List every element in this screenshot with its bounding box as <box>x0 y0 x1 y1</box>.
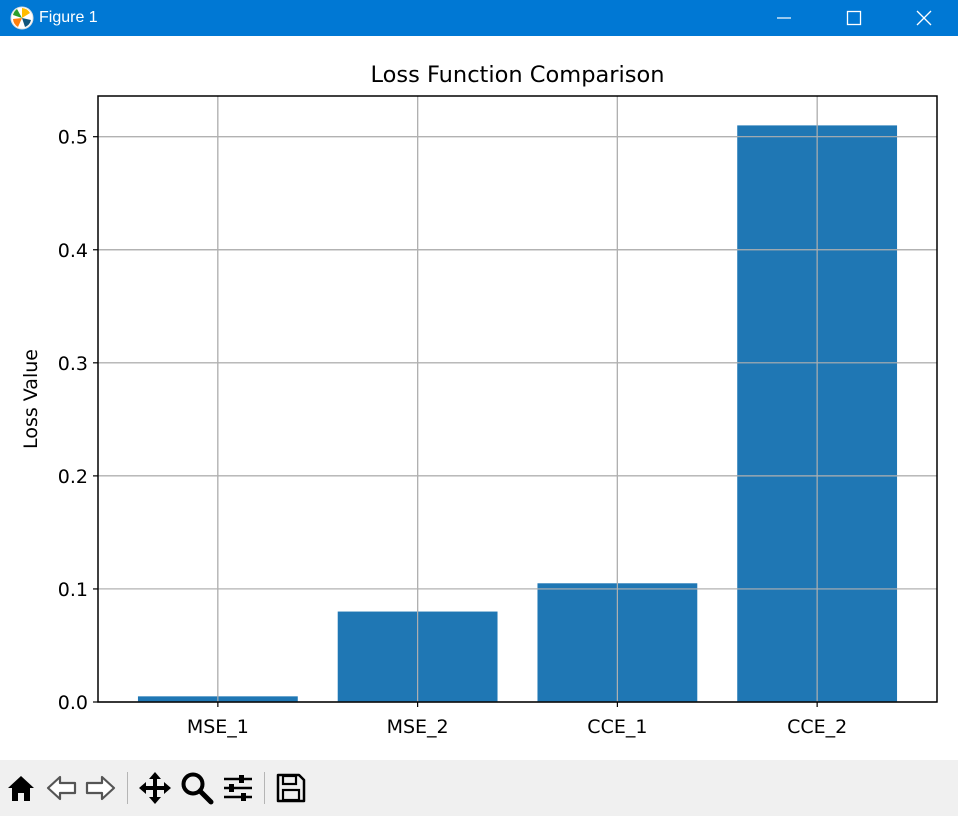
save-button[interactable] <box>273 770 309 806</box>
zoom-magnifier-icon <box>181 772 214 805</box>
minimize-icon <box>777 17 791 19</box>
y-tick-label: 0.5 <box>58 127 88 149</box>
x-tick-label: MSE_2 <box>387 716 449 738</box>
y-axis-label: Loss Value <box>20 349 42 449</box>
toolbar-separator <box>264 772 265 804</box>
toolbar-separator <box>127 772 128 804</box>
bar-chart: 0.0 0.1 0.2 0.3 0.4 0.5 MSE_1 MSE_2 CCE_1 CCE_2 L… <box>20 62 938 738</box>
y-tick-label: 0.2 <box>58 466 88 488</box>
configure-subplots-icon <box>224 775 252 801</box>
axis-ticks: 0.0 0.1 0.2 0.3 0.4 0.5 MSE_1 MSE_2 CCE_1 CCE_2 <box>58 127 847 738</box>
maximize-button[interactable] <box>819 0 889 36</box>
back-button[interactable] <box>44 770 80 806</box>
maximize-icon <box>846 10 862 26</box>
y-tick-label: 0.0 <box>58 692 88 714</box>
plot-frame <box>97 95 938 703</box>
window-title: Figure 1 <box>39 9 98 26</box>
window-titlebar: Figure 1 <box>0 0 958 36</box>
minimize-button[interactable] <box>749 0 819 36</box>
x-tick-label: CCE_1 <box>587 716 647 738</box>
forward-arrow-icon <box>85 775 116 801</box>
close-button[interactable] <box>889 0 958 36</box>
figure-canvas: 0.0 0.1 0.2 0.3 0.4 0.5 MSE_1 MSE_2 CCE_1 CCE_2 L… <box>0 36 958 760</box>
y-tick-label: 0.3 <box>58 353 88 375</box>
x-tick-label: CCE_2 <box>787 716 847 738</box>
zoom-button[interactable] <box>179 770 215 806</box>
home-button[interactable] <box>3 770 39 806</box>
chart-title: Loss Function Comparison <box>370 62 664 88</box>
configure-subplots-button[interactable] <box>220 770 256 806</box>
x-tick-label: MSE_1 <box>187 716 249 738</box>
back-arrow-icon <box>46 775 77 801</box>
y-tick-label: 0.1 <box>58 579 88 601</box>
pan-button[interactable] <box>137 770 173 806</box>
close-icon <box>916 10 932 26</box>
bars <box>98 96 937 703</box>
home-icon <box>8 776 34 801</box>
forward-button[interactable] <box>82 770 118 806</box>
pan-move-icon <box>139 772 171 804</box>
matplotlib-logo-icon <box>10 6 34 30</box>
navigation-toolbar <box>0 760 958 816</box>
y-tick-label: 0.4 <box>58 240 88 262</box>
save-floppy-icon <box>276 773 306 803</box>
